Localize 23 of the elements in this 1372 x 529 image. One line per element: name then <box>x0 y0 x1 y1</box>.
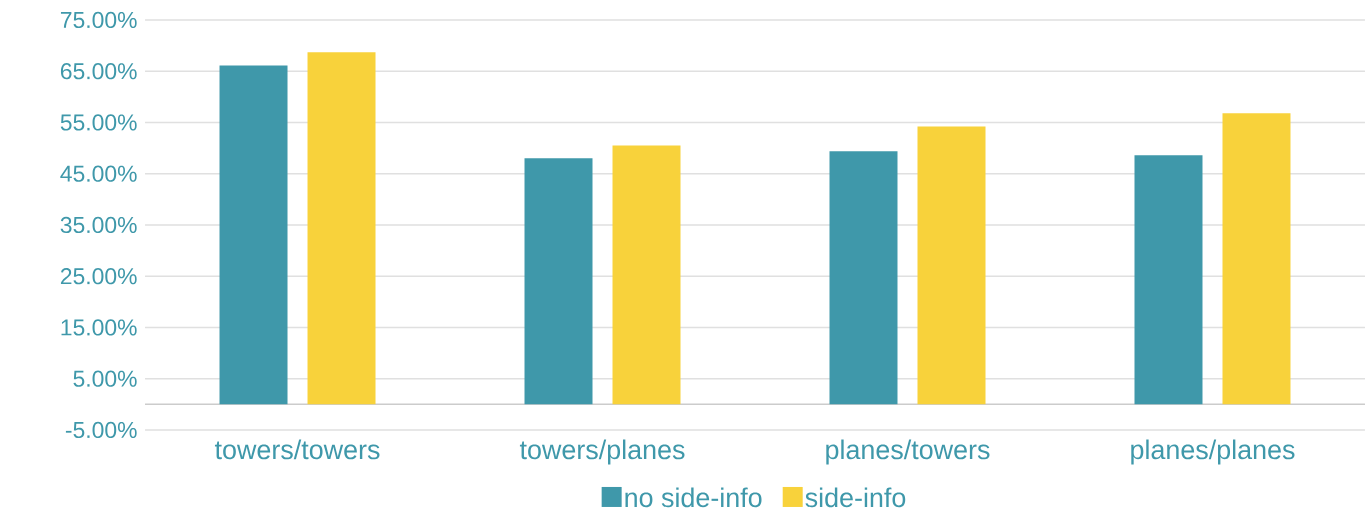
y-tick-label: 5.00% <box>73 370 137 387</box>
bar <box>829 151 898 405</box>
y-tick-label: 65.00% <box>60 63 137 80</box>
y-tick-label: 15.00% <box>61 319 137 336</box>
y-tick-label: 55.00% <box>60 114 137 131</box>
x-tick-label: towers/planes <box>519 439 685 465</box>
y-tick-label: 35.00% <box>60 216 137 234</box>
bar <box>307 52 376 405</box>
legend-label: side-info <box>805 487 906 508</box>
bar <box>917 126 986 405</box>
bar <box>1222 113 1291 405</box>
y-tick-label: 75.00% <box>60 11 137 29</box>
bar <box>612 145 681 405</box>
legend-label: no side-info <box>625 487 762 508</box>
x-tick-label: planes/planes <box>1131 439 1295 465</box>
y-tick-label: 45.00% <box>60 165 137 182</box>
bar <box>1134 155 1203 405</box>
bar <box>219 65 288 405</box>
x-tick-label: towers/towers <box>214 439 380 460</box>
x-tick-label: planes/towers <box>826 439 990 465</box>
y-tick-label: -5.00% <box>65 421 137 439</box>
y-tick-label: 25.00% <box>60 268 137 285</box>
bar <box>524 158 593 405</box>
